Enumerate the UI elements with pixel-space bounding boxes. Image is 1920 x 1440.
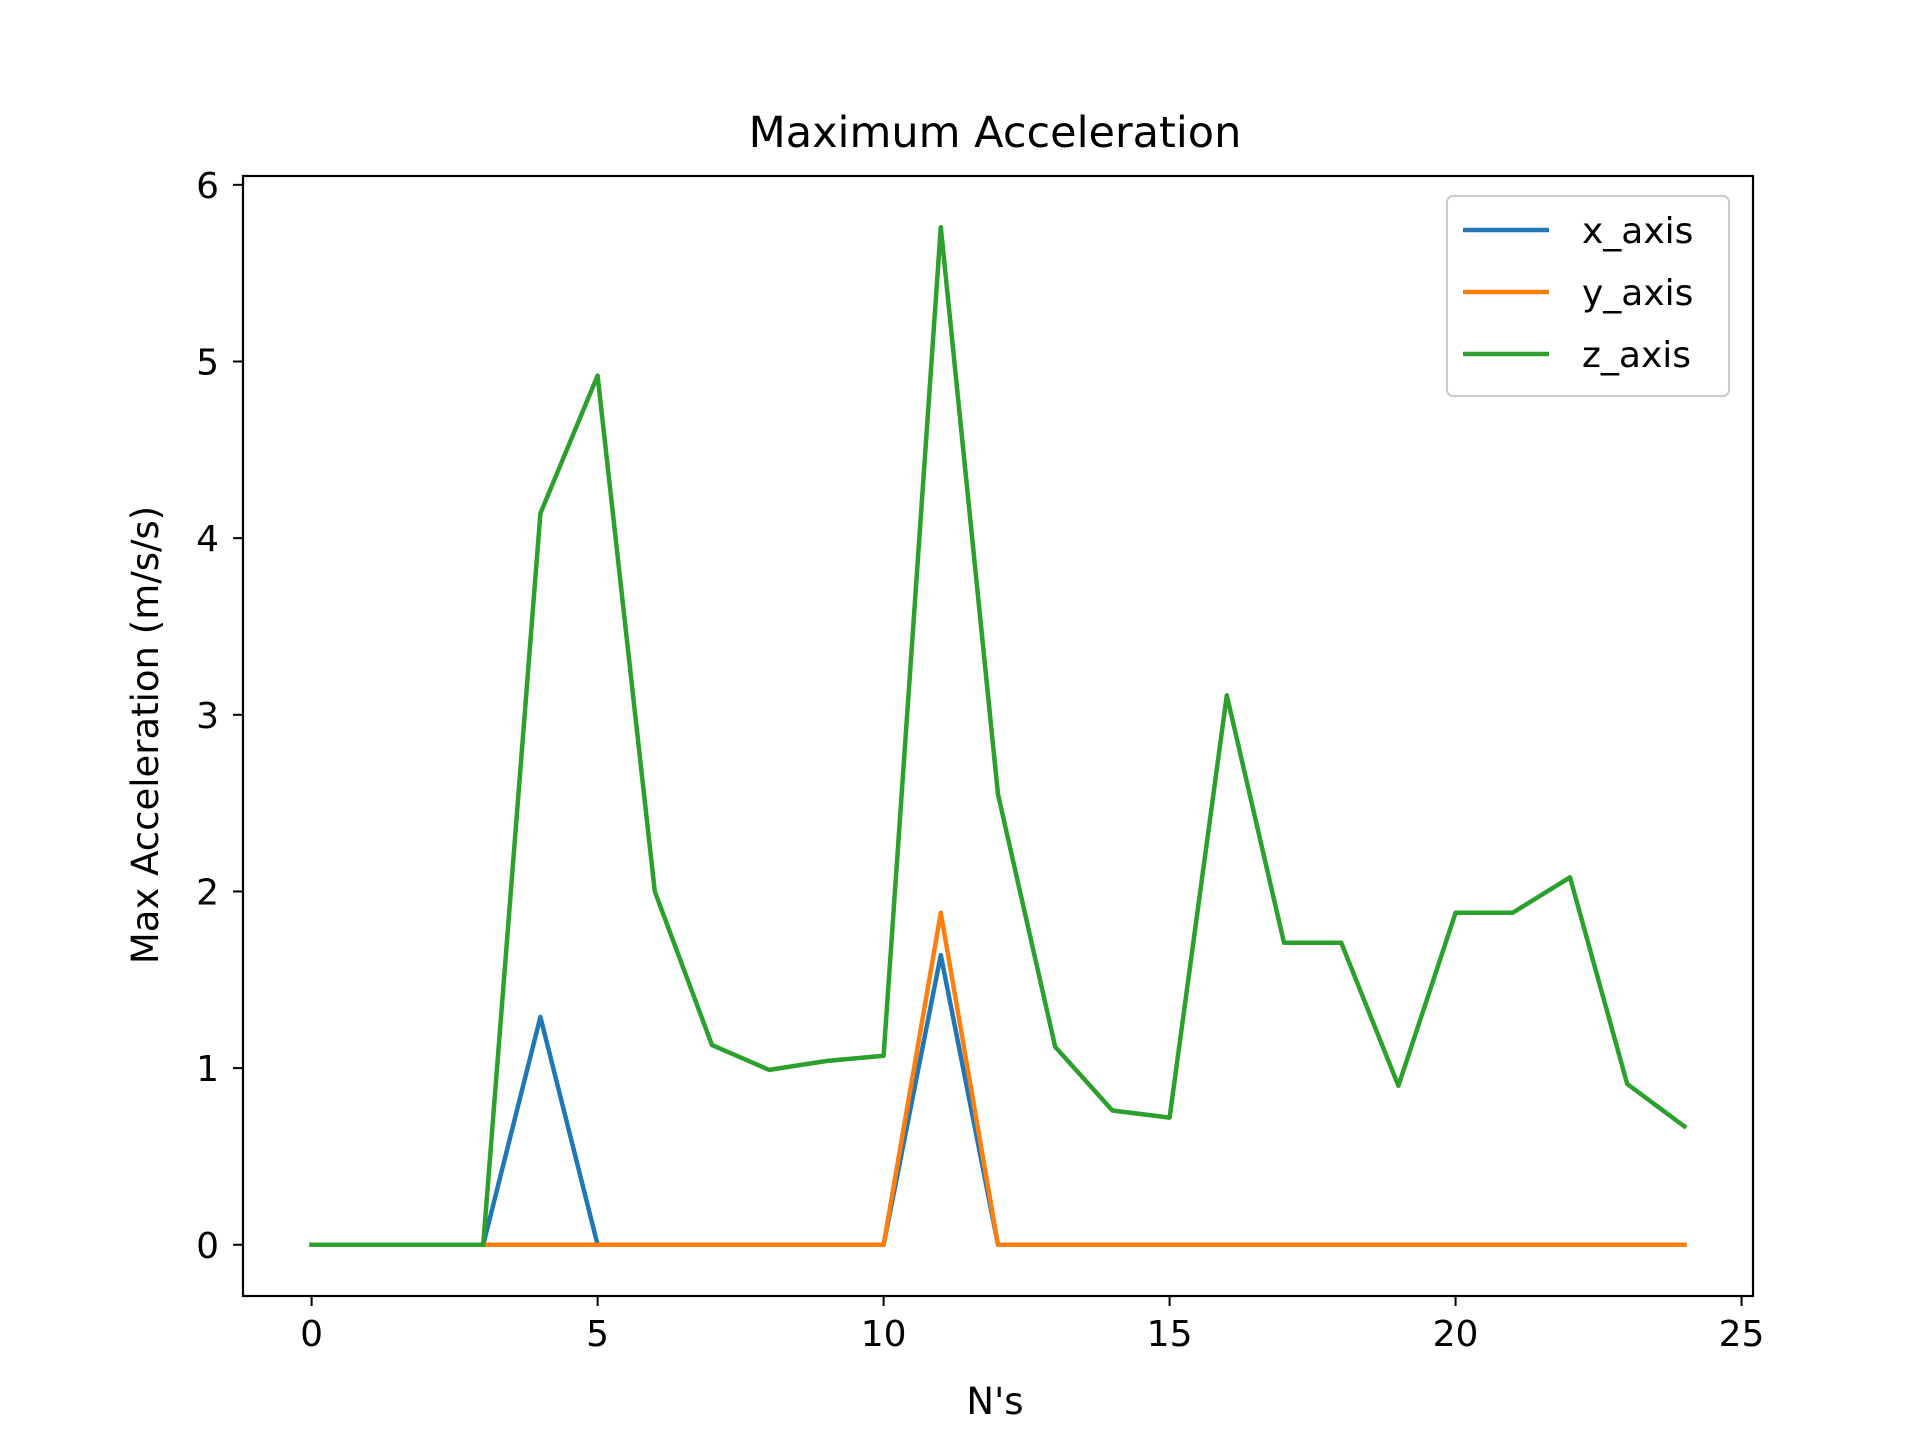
legend: x_axis y_axis z_axis (1446, 195, 1730, 397)
chart-title: Maximum Acceleration (749, 108, 1242, 158)
y-tick-label: 3 (196, 696, 219, 737)
series-group (309, 224, 1688, 1248)
x-tick-label: 20 (1433, 1314, 1479, 1355)
series-line-y_axis (309, 910, 1687, 1248)
axes-frame (241, 174, 1755, 1298)
x-axis: 0 5 10 15 20 25 (300, 1296, 1764, 1355)
legend-box (1446, 195, 1730, 397)
x-tick-label: 25 (1719, 1314, 1765, 1355)
y-tick-label: 0 (196, 1226, 219, 1267)
y-axis: 0 1 2 3 4 5 6 (196, 166, 243, 1267)
y-tick-label: 5 (196, 342, 219, 383)
x-tick-label: 0 (300, 1314, 323, 1355)
y-tick-label: 1 (196, 1049, 219, 1090)
legend-label-z_axis: z_axis (1582, 335, 1691, 376)
plot-area (241, 174, 1755, 1298)
y-tick-label: 2 (196, 872, 219, 913)
series-line-z_axis (309, 224, 1688, 1248)
legend-label-y_axis: y_axis (1582, 273, 1693, 314)
y-axis-label: Max Acceleration (m/s/s) (124, 506, 167, 964)
x-axis-label: N's (966, 1380, 1023, 1423)
x-tick-label: 10 (861, 1314, 907, 1355)
y-tick-label: 4 (196, 519, 219, 560)
y-tick-label: 6 (196, 166, 219, 207)
x-tick-label: 15 (1147, 1314, 1193, 1355)
legend-label-x_axis: x_axis (1582, 211, 1693, 252)
x-tick-label: 5 (586, 1314, 609, 1355)
